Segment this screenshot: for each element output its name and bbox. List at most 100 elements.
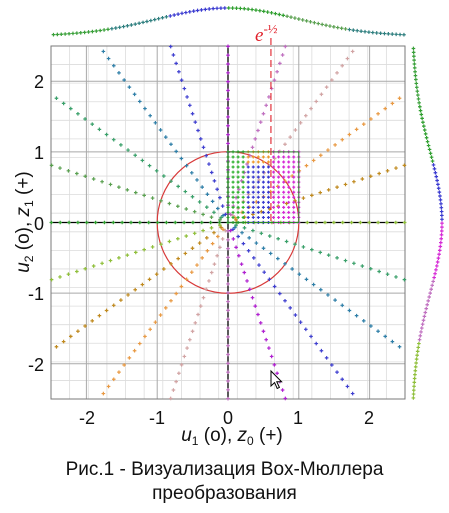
right-density-point <box>412 380 417 385</box>
square-point <box>272 175 276 179</box>
data-point <box>189 270 194 274</box>
data-point <box>127 356 132 360</box>
data-point <box>318 190 323 195</box>
data-point <box>226 88 230 93</box>
data-point <box>117 71 121 75</box>
data-point <box>314 341 319 346</box>
top-density-point <box>261 9 266 14</box>
x-tick-label: 1 <box>293 408 303 428</box>
data-point <box>226 246 230 251</box>
right-density-point <box>434 268 438 272</box>
top-density-point <box>370 30 375 35</box>
right-density-point <box>435 178 439 183</box>
square-point <box>277 195 281 199</box>
data-point <box>169 142 173 147</box>
data-point <box>218 245 222 250</box>
data-point <box>193 321 198 325</box>
data-point <box>133 153 138 158</box>
top-density-point <box>203 7 208 12</box>
data-point <box>205 236 209 240</box>
square-point <box>277 160 281 164</box>
square-point <box>231 200 235 204</box>
top-density-point <box>300 18 305 22</box>
top-density-point <box>324 23 328 28</box>
square-point <box>246 165 250 169</box>
data-point <box>352 261 356 266</box>
top-density-point <box>238 6 243 11</box>
square-point <box>246 190 250 194</box>
data-point <box>164 220 169 225</box>
top-density-point <box>351 28 356 32</box>
data-point <box>111 303 116 308</box>
data-point <box>167 201 172 206</box>
square-point <box>292 165 296 169</box>
square-point <box>261 210 265 214</box>
data-point <box>137 99 142 104</box>
top-density-point <box>219 6 223 10</box>
square-point <box>241 175 245 179</box>
top-density-point <box>223 6 227 10</box>
right-density-point <box>414 361 418 365</box>
data-point <box>258 321 263 325</box>
data-point <box>207 162 211 166</box>
data-point <box>278 61 282 66</box>
data-point <box>49 163 54 168</box>
square-point <box>261 160 265 164</box>
data-point <box>190 246 195 251</box>
square-point <box>292 180 296 184</box>
data-point <box>262 270 267 274</box>
data-point <box>179 156 184 161</box>
data-point <box>297 272 302 276</box>
data-point <box>174 291 178 296</box>
data-point <box>189 171 194 175</box>
right-density-point <box>426 143 431 148</box>
data-point <box>335 71 339 75</box>
data-point <box>169 298 173 303</box>
data-point <box>49 277 54 282</box>
top-density-point <box>335 25 340 30</box>
data-point <box>330 363 334 367</box>
data-point <box>90 319 95 323</box>
right-density-point <box>418 108 423 113</box>
data-point <box>345 384 350 389</box>
data-point <box>83 266 88 271</box>
data-point <box>318 287 323 292</box>
right-density-point <box>439 233 444 237</box>
data-point <box>171 388 176 392</box>
data-point <box>216 234 220 239</box>
data-point <box>360 264 365 268</box>
data-point <box>101 391 106 396</box>
data-point <box>251 228 255 233</box>
scatter-points <box>49 44 407 401</box>
right-density-point <box>437 248 442 253</box>
square-point <box>231 190 235 194</box>
right-density-point <box>417 101 421 105</box>
data-point <box>208 220 213 225</box>
square-point <box>246 170 250 174</box>
right-density-point <box>439 236 444 241</box>
data-point <box>226 115 230 119</box>
square-point <box>256 180 260 184</box>
data-point <box>111 137 116 142</box>
right-density-point <box>439 201 443 206</box>
right-density-point <box>422 128 427 132</box>
data-point <box>61 339 66 344</box>
data-point <box>310 193 314 198</box>
right-density-point <box>439 240 443 245</box>
data-point <box>192 209 197 214</box>
square-point <box>266 190 270 194</box>
data-point <box>159 198 163 203</box>
data-point <box>218 195 222 200</box>
data-point <box>347 132 352 137</box>
data-point <box>176 184 180 189</box>
data-point <box>183 189 188 194</box>
caption-line-1: Рис.1 - Визуализация Box-Мюллера <box>65 459 384 480</box>
data-point <box>192 231 197 236</box>
right-density-point <box>436 182 440 187</box>
square-point <box>241 205 245 209</box>
square-point <box>246 160 250 164</box>
data-point <box>111 377 116 382</box>
data-point <box>182 86 187 91</box>
top-density-point <box>374 31 379 35</box>
data-point <box>49 220 54 225</box>
